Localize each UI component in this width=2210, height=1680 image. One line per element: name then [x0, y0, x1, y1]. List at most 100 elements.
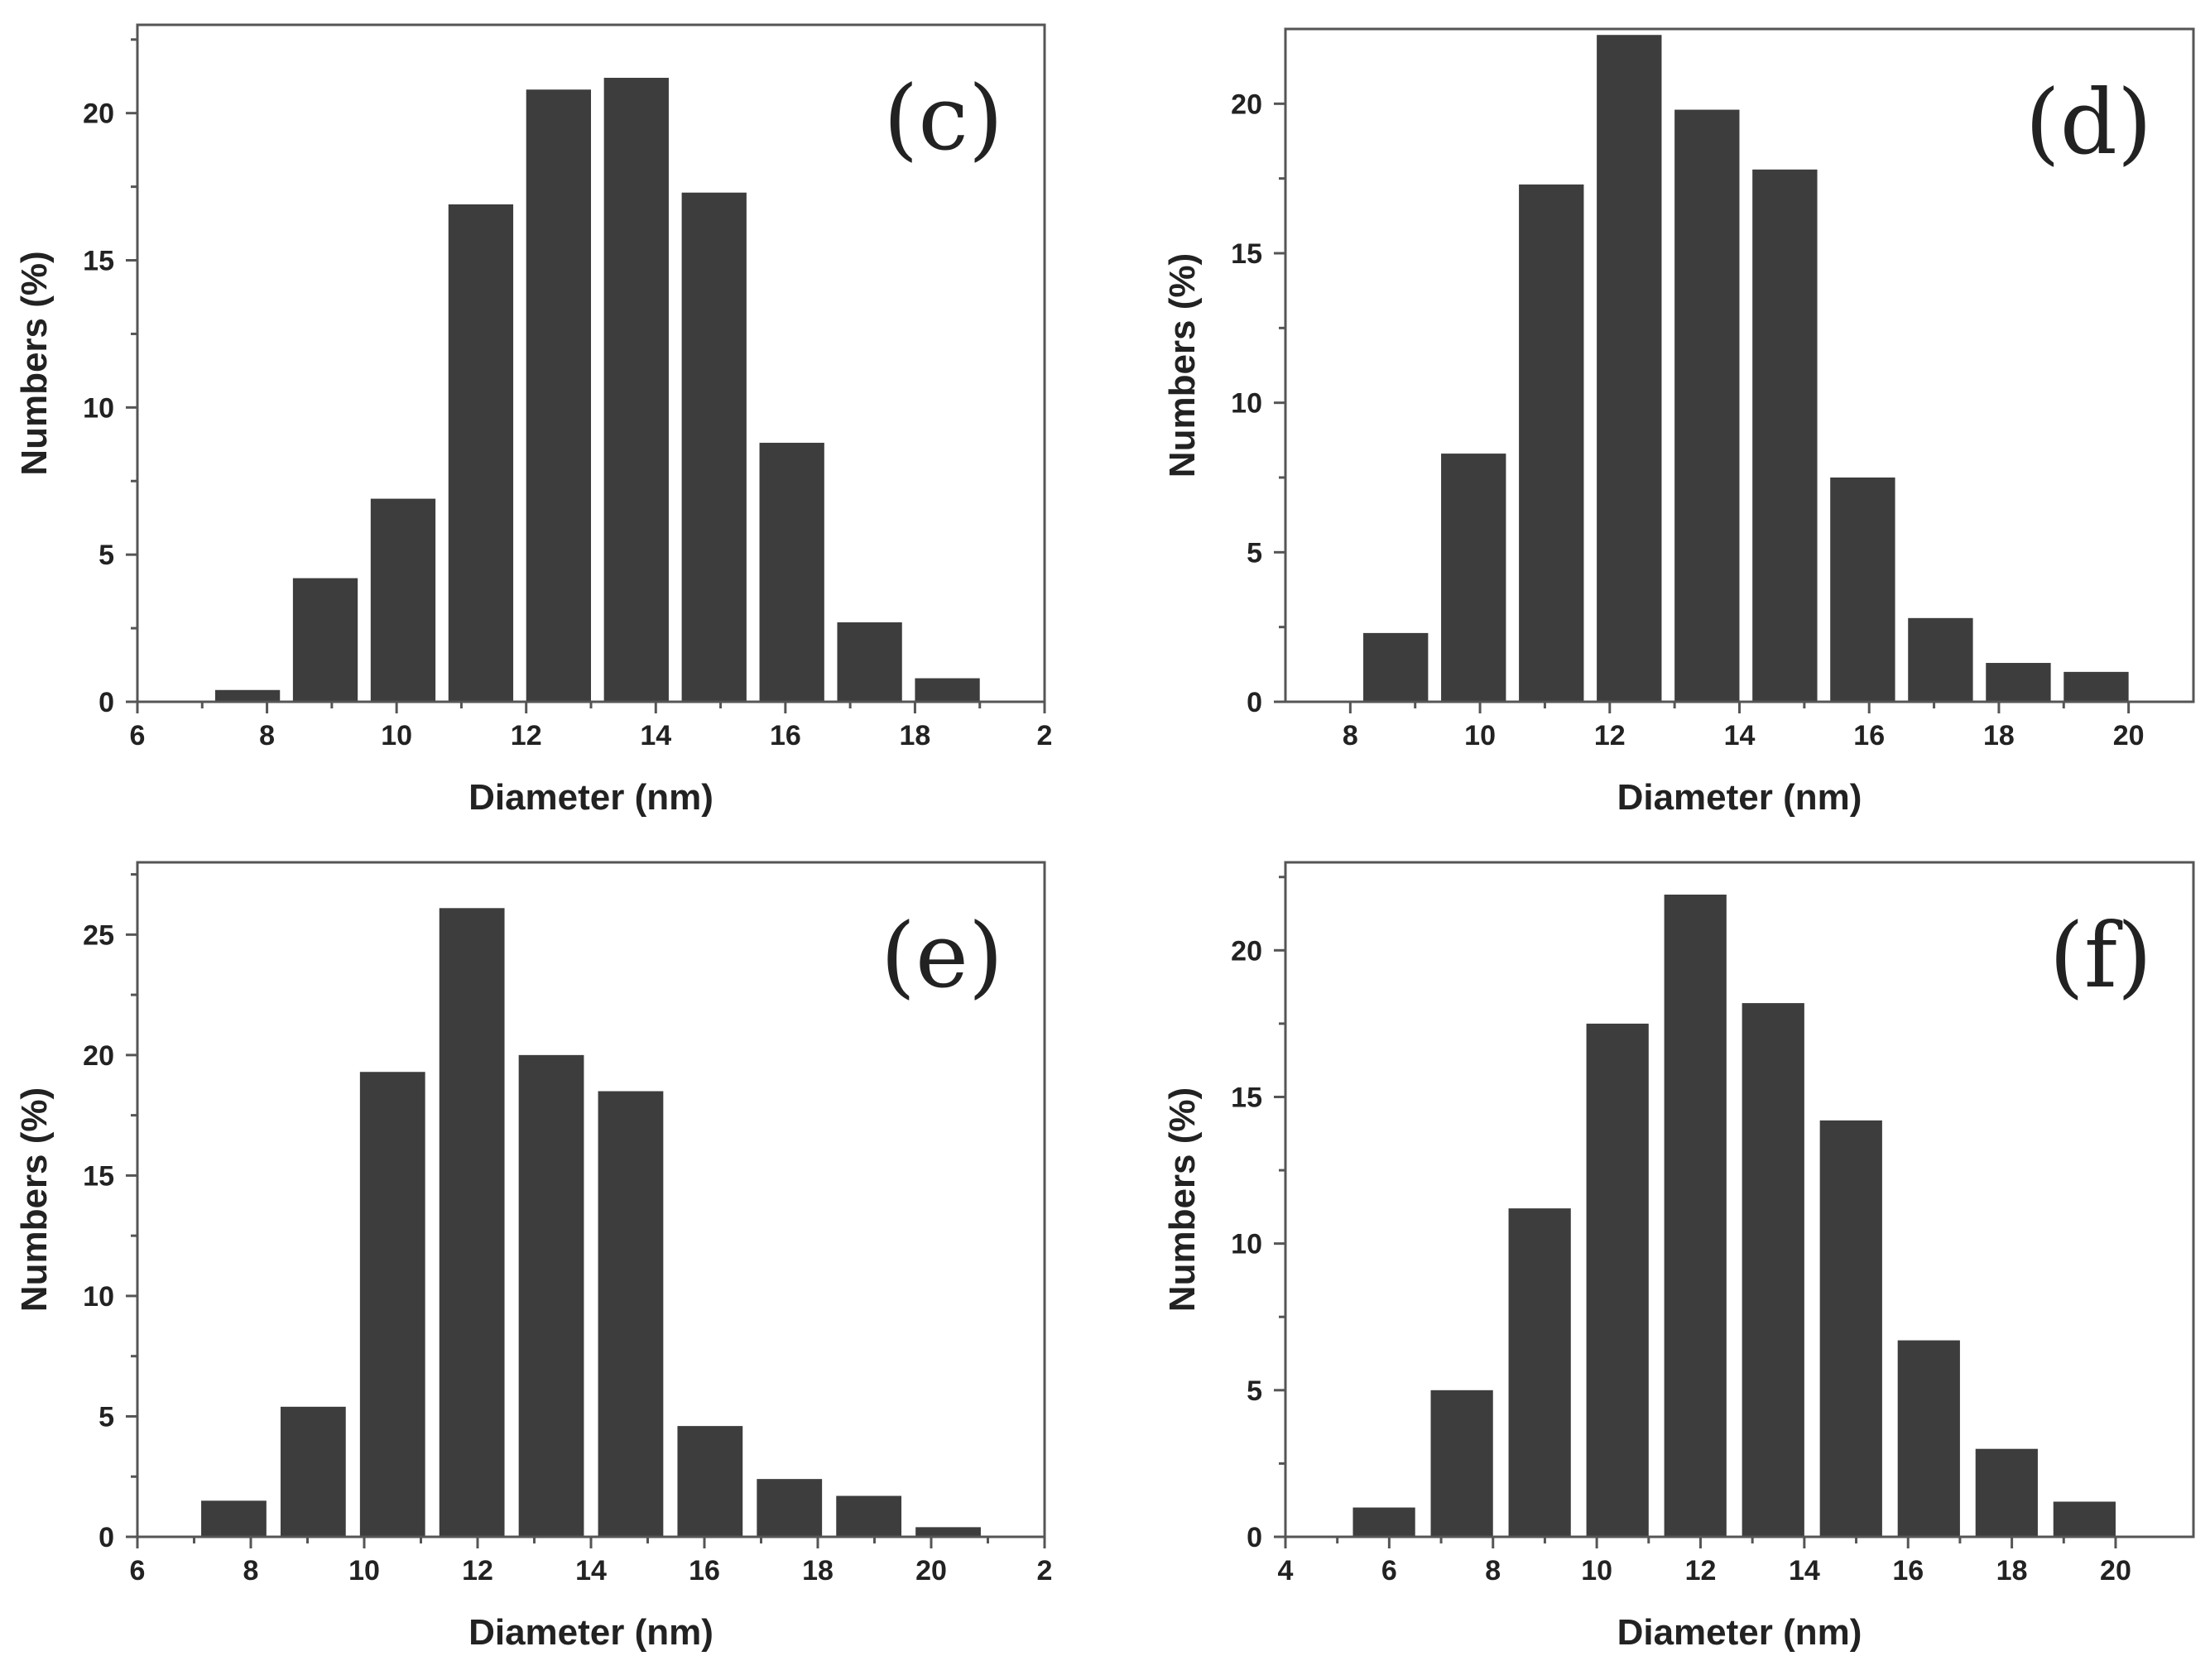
x-axis-label: Diameter (nm) [468, 1612, 713, 1653]
histogram-bar [1664, 894, 1727, 1537]
x-tick-label: 14 [575, 1555, 607, 1586]
x-tick-label: 12 [1685, 1555, 1717, 1586]
x-tick-label: 20 [2100, 1555, 2131, 1586]
histogram-bar [915, 678, 980, 702]
y-tick-label: 5 [1247, 537, 1262, 569]
histogram-bar [1508, 1208, 1571, 1537]
y-tick-label: 10 [83, 392, 114, 424]
x-axis-label: Diameter (nm) [1617, 1612, 1862, 1653]
y-tick-label: 5 [1247, 1375, 1262, 1407]
histogram-bar [214, 689, 281, 702]
panel-label: (e) [881, 905, 1003, 1008]
x-tick-label: 14 [640, 720, 671, 751]
panel-label: (f) [2049, 905, 2152, 1008]
histogram-bar [1830, 478, 1895, 702]
chart-panel-d: 8 10 12 14 16 18 20 0 5 10 15 20 Diameter (nm) Number… [1162, 27, 2195, 818]
y-tick-label: 10 [1231, 1229, 1262, 1260]
histogram-bar [1742, 1003, 1804, 1537]
x-tick-label: 10 [1581, 1555, 1612, 1586]
panel-label: (c) [883, 67, 1003, 170]
x-tick-label: 10 [348, 1555, 380, 1586]
histogram-bar [836, 1495, 902, 1537]
histogram-bar [677, 1426, 743, 1537]
histogram-bar [518, 1054, 584, 1537]
y-tick-label: 20 [1231, 935, 1262, 967]
x-tick-label: 6 [130, 720, 146, 751]
x-tick-label: 16 [1853, 720, 1885, 751]
histogram-bar [681, 192, 747, 702]
histogram-bar [526, 89, 591, 703]
x-tick-label: 8 [259, 720, 275, 751]
histogram-bar [2063, 671, 2129, 702]
y-tick-label: 0 [98, 687, 114, 718]
y-tick-label: 15 [83, 1160, 114, 1192]
histogram-bar [1752, 169, 1818, 702]
y-tick-label: 15 [1231, 1082, 1262, 1113]
y-tick-label: 25 [83, 919, 114, 951]
histogram-bar [2053, 1501, 2116, 1537]
histogram-bar [837, 622, 902, 702]
histogram-bar [1819, 1120, 1882, 1537]
histogram-bar [1975, 1448, 2038, 1537]
x-axis-label: Diameter (nm) [1617, 777, 1862, 818]
y-tick-label: 5 [98, 540, 114, 571]
y-tick-label: 0 [1247, 1522, 1262, 1553]
x-tick-label: 14 [1724, 720, 1756, 751]
histogram-bar [439, 908, 505, 1537]
histogram-bar [1441, 454, 1506, 702]
histogram-bar [1519, 184, 1584, 703]
y-tick-label: 15 [1231, 238, 1262, 270]
x-tick-label: 10 [1464, 720, 1496, 751]
y-tick-label: 0 [1247, 687, 1262, 718]
y-tick-label: 10 [83, 1281, 114, 1313]
x-tick-label: 8 [243, 1555, 259, 1586]
x-tick-label: 2 [1037, 720, 1053, 751]
x-tick-label: 6 [130, 1555, 146, 1586]
histogram-bar [757, 1479, 823, 1537]
histogram-bar [370, 498, 436, 702]
y-tick-label: 20 [83, 98, 114, 130]
histogram-bar [1586, 1023, 1649, 1537]
x-tick-label: 12 [1594, 720, 1626, 751]
panel-label: (d) [2025, 71, 2152, 175]
histogram-bar [292, 578, 358, 702]
histogram-bar [1674, 109, 1740, 702]
y-tick-label: 20 [1231, 89, 1262, 120]
x-axis-label: Diameter (nm) [468, 777, 713, 818]
x-tick-label: 2 [1037, 1555, 1053, 1586]
y-tick-label: 15 [83, 246, 114, 277]
y-tick-label: 0 [98, 1522, 114, 1553]
histogram-bar [1430, 1390, 1493, 1537]
x-tick-label: 18 [802, 1555, 834, 1586]
histogram-bar [1897, 1340, 1960, 1537]
x-tick-label: 16 [1892, 1555, 1924, 1586]
histogram-bar [201, 1500, 267, 1537]
y-tick-label: 5 [98, 1401, 114, 1433]
chart-panel-f: 4 6 8 10 12 14 16 18 20 0 5 10 15 20 Diameter (nm) Numb… [1162, 861, 2195, 1653]
x-tick-label: 6 [1381, 1555, 1397, 1586]
histogram-bar [359, 1072, 425, 1537]
x-tick-label: 18 [1983, 720, 2015, 751]
plot-frame [1284, 861, 2195, 1538]
histogram-bar [759, 443, 824, 702]
x-tick-label: 18 [900, 720, 931, 751]
histogram-bar [448, 204, 514, 703]
histogram-bar [1352, 1507, 1415, 1537]
y-axis-label: Numbers (%) [14, 1087, 55, 1312]
histogram-bar [280, 1406, 346, 1537]
histogram-bar [915, 1527, 981, 1537]
x-tick-label: 12 [511, 720, 542, 751]
histogram-bar [1986, 663, 2051, 702]
y-axis-label: Numbers (%) [1162, 1087, 1203, 1312]
histogram-bar [598, 1091, 664, 1537]
x-tick-label: 16 [689, 1555, 720, 1586]
x-tick-label: 20 [2113, 720, 2145, 751]
x-tick-label: 8 [1485, 1555, 1501, 1586]
x-tick-label: 4 [1278, 1555, 1294, 1586]
y-tick-label: 10 [1231, 388, 1262, 420]
x-tick-label: 10 [381, 720, 412, 751]
x-tick-label: 14 [1789, 1555, 1820, 1586]
